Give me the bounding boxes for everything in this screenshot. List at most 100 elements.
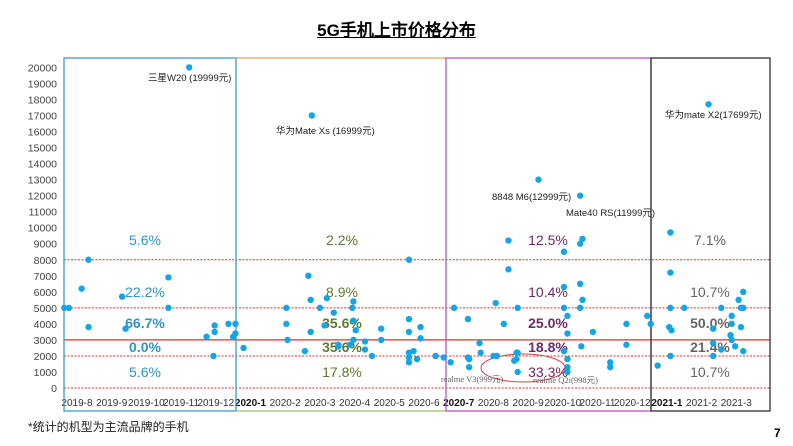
- page-number: 7: [774, 426, 781, 440]
- data-point: [576, 304, 584, 312]
- x-tick-label: 2020-7: [443, 398, 475, 409]
- y-tick-label: 17000: [28, 110, 57, 122]
- data-point: [165, 274, 172, 281]
- x-tick-label: 2021-3: [721, 398, 753, 409]
- data-point: [564, 363, 571, 371]
- data-point: [514, 368, 521, 376]
- x-tick-label: 2020-9: [513, 398, 545, 409]
- point-annotation: realme Q2i(998元): [533, 375, 598, 385]
- x-tick-label: 2020-8: [478, 398, 510, 409]
- data-point: [705, 101, 712, 108]
- share-label: 10.7%: [690, 284, 730, 300]
- x-tick-label: 2020-3: [304, 398, 336, 409]
- y-tick-label: 14000: [28, 159, 57, 171]
- y-tick-label: 18000: [28, 94, 57, 106]
- data-point: [307, 328, 314, 336]
- data-point: [740, 288, 747, 296]
- data-point: [405, 256, 413, 263]
- data-point: [728, 320, 735, 328]
- data-point: [308, 112, 316, 119]
- data-point: [668, 327, 675, 334]
- y-tick-label: 0: [51, 383, 57, 395]
- x-tick-label: 2019-9: [96, 398, 128, 409]
- data-point: [709, 339, 717, 347]
- share-label: 50.0%: [690, 315, 730, 331]
- share-label: 7.1%: [694, 232, 726, 248]
- data-point: [368, 352, 376, 360]
- y-tick-label: 3000: [34, 335, 58, 347]
- y-tick-label: 19000: [28, 78, 57, 90]
- data-point: [465, 363, 473, 371]
- data-point: [740, 304, 747, 312]
- x-tick-label: 2020-10: [544, 398, 581, 409]
- data-point: [284, 336, 291, 344]
- data-point: [465, 355, 473, 363]
- data-point: [514, 349, 521, 356]
- data-point: [667, 229, 674, 236]
- share-label: 8.9%: [326, 284, 358, 300]
- data-point: [731, 343, 739, 350]
- data-point: [535, 176, 542, 183]
- x-tick-label: 2019-11: [163, 398, 199, 409]
- data-point: [378, 325, 385, 332]
- x-tick-label: 2020-11: [580, 398, 616, 409]
- data-point: [564, 368, 571, 376]
- data-point: [560, 304, 568, 312]
- data-point: [405, 315, 413, 323]
- data-point: [728, 312, 735, 320]
- data-point: [709, 325, 717, 332]
- data-point: [225, 320, 232, 328]
- data-point: [737, 323, 745, 331]
- data-point: [493, 352, 501, 360]
- y-tick-label: 10000: [28, 223, 57, 235]
- data-point: [623, 320, 630, 328]
- data-point: [405, 359, 413, 366]
- data-point: [210, 352, 217, 360]
- x-tick-label: 2020-2: [270, 398, 302, 409]
- data-point: [165, 304, 172, 312]
- data-point: [417, 335, 424, 342]
- x-tick-label: 2020-1: [235, 398, 267, 409]
- share-label: 5.6%: [129, 364, 161, 380]
- data-point: [500, 320, 508, 328]
- data-point: [579, 235, 586, 243]
- data-point: [361, 346, 369, 353]
- data-point: [578, 343, 585, 350]
- y-tick-label: 6000: [34, 287, 58, 299]
- data-point: [564, 312, 571, 320]
- data-point: [514, 304, 521, 312]
- data-point: [211, 328, 218, 336]
- data-point: [644, 312, 651, 320]
- data-point: [346, 341, 354, 348]
- point-annotation: 8848 M6(12999元): [492, 192, 571, 203]
- share-label: 10.7%: [690, 364, 730, 380]
- data-point: [464, 315, 472, 323]
- x-tick-label: 2020-5: [374, 398, 406, 409]
- data-point: [560, 248, 568, 255]
- data-point: [232, 320, 239, 328]
- data-point: [564, 355, 571, 363]
- data-point: [417, 323, 424, 331]
- x-tick-label: 2020-12: [614, 398, 651, 409]
- data-point: [361, 338, 369, 345]
- share-label: 18.8%: [528, 339, 568, 355]
- data-point: [316, 304, 324, 312]
- data-point: [352, 327, 359, 334]
- data-point: [203, 333, 210, 340]
- period-frame: [63, 57, 237, 412]
- data-point: [301, 347, 309, 355]
- point-annotation: 三星W20 (19999元): [148, 73, 231, 84]
- data-point: [709, 352, 717, 360]
- data-point: [667, 269, 674, 276]
- data-point: [405, 328, 413, 336]
- data-point: [350, 336, 357, 344]
- data-point: [607, 359, 614, 366]
- share-label: 12.5%: [528, 232, 568, 248]
- data-point: [211, 322, 218, 329]
- data-point: [492, 299, 499, 307]
- data-point: [65, 304, 73, 312]
- chart-title: 5G手机上市价格分布: [0, 16, 793, 41]
- data-point: [440, 354, 447, 361]
- x-tick-label: 2021-2: [686, 398, 718, 409]
